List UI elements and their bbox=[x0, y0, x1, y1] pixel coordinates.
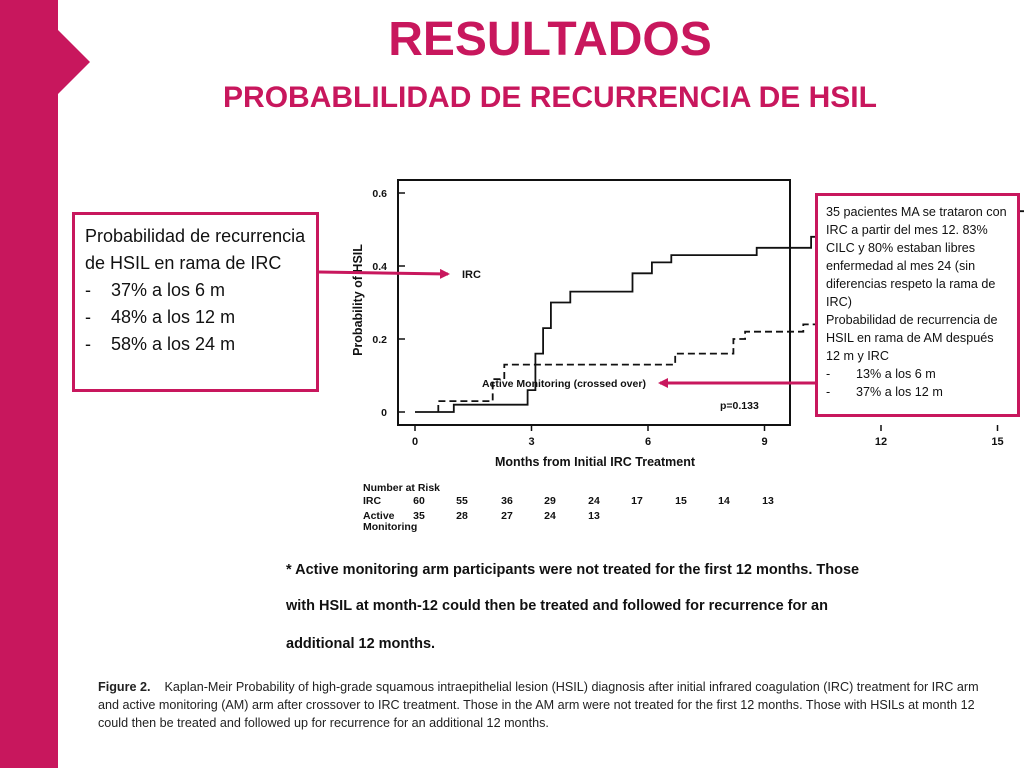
irc-summary-list: -37% a los 6 m -48% a los 12 m -58% a lo… bbox=[85, 277, 306, 358]
x-axis: 03691215182124 bbox=[412, 425, 1004, 448]
am-summary-paragraph: 35 pacientes MA se trataron con IRC a pa… bbox=[826, 205, 1007, 309]
list-item-text: 58% a los 24 m bbox=[111, 334, 236, 354]
x-tick-label: 6 bbox=[645, 436, 651, 448]
y-axis-title: Probability of HSIL bbox=[351, 244, 365, 356]
x-tick-label: 15 bbox=[991, 436, 1003, 448]
risk-value: 55 bbox=[456, 495, 468, 507]
risk-table-values: 60 55 36 29 24 17 15 14 13 35 28 27 24 13 bbox=[413, 495, 774, 522]
list-item-text: 37% a los 6 m bbox=[111, 280, 226, 300]
footnote-line: with HSIL at month-12 could then be trea… bbox=[286, 598, 828, 614]
x-axis-title: Months from Initial IRC Treatment bbox=[495, 455, 696, 469]
list-item-text: 13% a los 6 m bbox=[856, 367, 936, 381]
risk-value: 29 bbox=[544, 495, 556, 507]
x-tick-label: 0 bbox=[412, 436, 418, 448]
list-item: -58% a los 24 m bbox=[85, 331, 306, 358]
page-title: RESULTADOS bbox=[388, 13, 712, 66]
risk-value: 24 bbox=[588, 495, 600, 507]
am-summary-heading: Probabilidad de recurrencia de HSIL en r… bbox=[826, 313, 998, 363]
left-callout-arrow bbox=[318, 268, 450, 279]
list-item: -13% a los 6 m bbox=[826, 367, 936, 381]
figure-label: Figure 2. bbox=[98, 680, 151, 694]
series-label-active-monitoring: Active Monitoring (crossed over) bbox=[482, 378, 646, 390]
risk-row-label-irc: IRC bbox=[363, 495, 382, 507]
irc-summary-box: Probabilidad de recurrencia de HSIL en r… bbox=[72, 212, 319, 392]
list-item: -37% a los 6 m bbox=[85, 277, 306, 304]
risk-value: 15 bbox=[675, 495, 687, 507]
risk-value: 27 bbox=[501, 510, 513, 522]
series-label-irc: IRC bbox=[462, 269, 481, 281]
footnote-line: * Active monitoring arm participants wer… bbox=[286, 562, 860, 578]
risk-value: 13 bbox=[762, 495, 774, 507]
accent-band-notch bbox=[58, 30, 90, 94]
risk-value: 13 bbox=[588, 510, 600, 522]
risk-value: 17 bbox=[631, 495, 643, 507]
list-item-text: 37% a los 12 m bbox=[856, 385, 943, 399]
list-item: -48% a los 12 m bbox=[85, 304, 306, 331]
am-summary-list: -13% a los 6 m -37% a los 12 m bbox=[826, 365, 1009, 401]
risk-value: 28 bbox=[456, 510, 468, 522]
y-tick-label: 0.2 bbox=[372, 334, 387, 346]
y-tick-label: 0.6 bbox=[372, 188, 387, 200]
risk-value: 36 bbox=[501, 495, 513, 507]
y-tick-label: 0 bbox=[381, 407, 387, 419]
irc-summary-heading: Probabilidad de recurrencia de HSIL en r… bbox=[85, 226, 306, 273]
risk-value: 60 bbox=[413, 495, 425, 507]
list-item-text: 48% a los 12 m bbox=[111, 307, 236, 327]
y-axis: 0 0.2 0.4 0.6 bbox=[372, 188, 405, 419]
risk-row-label-active: Active Monitoring bbox=[363, 510, 417, 533]
plot-frame bbox=[397, 179, 791, 426]
risk-value: 35 bbox=[413, 510, 425, 522]
figure-caption: Figure 2. Kaplan-Meir Probability of high… bbox=[98, 678, 998, 732]
figure-caption-text: Kaplan-Meir Probability of high-grade sq… bbox=[98, 680, 979, 730]
p-value: p=0.133 bbox=[720, 400, 759, 412]
risk-table-title: Number at Risk bbox=[363, 482, 440, 494]
x-tick-label: 9 bbox=[761, 436, 767, 448]
x-tick-label: 3 bbox=[528, 436, 534, 448]
risk-value: 24 bbox=[544, 510, 556, 522]
footnote-line: additional 12 months. bbox=[286, 636, 436, 652]
accent-band bbox=[0, 0, 58, 768]
y-tick-label: 0.4 bbox=[372, 261, 387, 273]
page-subtitle: PROBABLILIDAD DE RECURRENCIA DE HSIL bbox=[223, 81, 877, 114]
am-summary-box: 35 pacientes MA se trataron con IRC a pa… bbox=[815, 193, 1020, 417]
list-item: -37% a los 12 m bbox=[826, 385, 943, 399]
risk-value: 14 bbox=[718, 495, 730, 507]
x-tick-label: 12 bbox=[875, 436, 887, 448]
